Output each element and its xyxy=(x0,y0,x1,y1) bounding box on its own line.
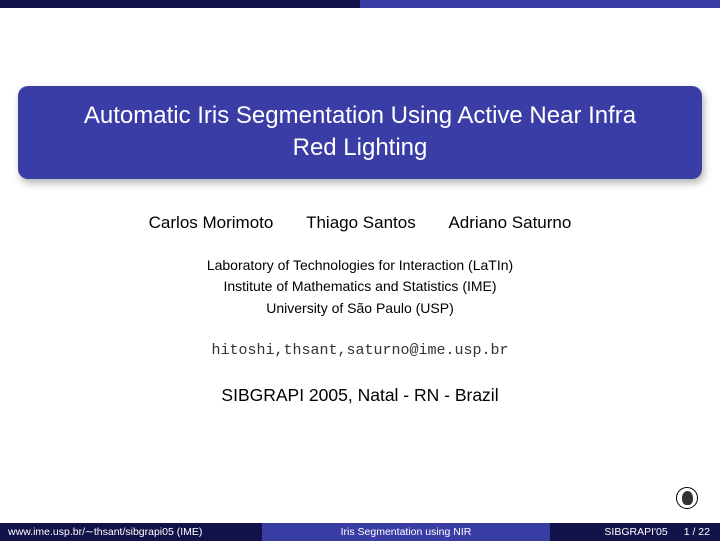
logo-silhouette xyxy=(682,491,693,505)
footline: www.ime.usp.br/∼thsant/sibgrapi05 (IME) … xyxy=(0,523,720,541)
footline-center: Iris Segmentation using NIR xyxy=(262,523,550,541)
author-2: Thiago Santos xyxy=(306,213,416,232)
title-line-2: Red Lighting xyxy=(38,132,682,164)
footline-right: SIBGRAPI'05 1 / 22 xyxy=(550,523,720,541)
footline-tilde: ∼ xyxy=(85,526,94,538)
top-bar-accent-segment xyxy=(360,0,720,8)
title-block: Automatic Iris Segmentation Using Active… xyxy=(18,86,702,179)
author-3: Adriano Saturno xyxy=(448,213,571,232)
affil-line-1: Laboratory of Technologies for Interacti… xyxy=(0,255,720,277)
top-border-bar xyxy=(0,0,720,8)
footline-left-rest: thsant/sibgrapi05 (IME) xyxy=(94,526,203,538)
author-1: Carlos Morimoto xyxy=(149,213,274,232)
footline-conf: SIBGRAPI'05 xyxy=(604,526,667,538)
affil-line-2: Institute of Mathematics and Statistics … xyxy=(0,276,720,298)
footline-left-prefix: www.ime.usp.br/ xyxy=(8,526,85,538)
footline-page: 1 / 22 xyxy=(684,526,710,538)
venue: SIBGRAPI 2005, Natal - RN - Brazil xyxy=(0,385,720,406)
authors-row: Carlos Morimoto Thiago Santos Adriano Sa… xyxy=(0,213,720,233)
emails: hitoshi,thsant,saturno@ime.usp.br xyxy=(0,342,720,359)
affiliation-block: Laboratory of Technologies for Interacti… xyxy=(0,255,720,320)
footline-left: www.ime.usp.br/∼thsant/sibgrapi05 (IME) xyxy=(0,523,262,541)
beamer-logo-icon xyxy=(676,487,698,509)
affil-line-3: University of São Paulo (USP) xyxy=(0,298,720,320)
title-line-1: Automatic Iris Segmentation Using Active… xyxy=(38,100,682,132)
footline-center-text: Iris Segmentation using NIR xyxy=(341,526,472,538)
top-bar-dark-segment xyxy=(0,0,360,8)
